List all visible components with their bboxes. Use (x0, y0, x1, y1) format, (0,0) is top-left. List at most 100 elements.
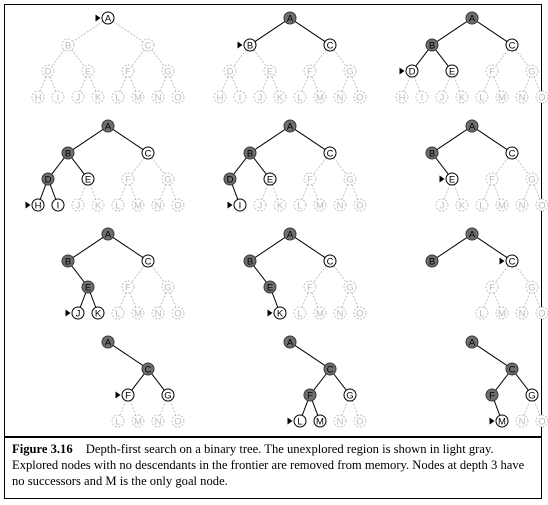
node-l-circle (111, 90, 125, 104)
node-o-label: O (174, 92, 181, 103)
tree-edge-C-G (333, 157, 347, 175)
tree-edge-E-J (79, 292, 87, 308)
node-c-circle (323, 38, 337, 52)
tree-edge-F-M (129, 184, 137, 200)
node-n-label: N (155, 92, 162, 103)
node-e-circle (263, 280, 277, 294)
node-l-circle (475, 90, 489, 104)
tree-edge-F-L (301, 184, 309, 200)
tree-edge-A-C (476, 236, 508, 259)
node-j-circle (71, 198, 85, 212)
node-d-circle (223, 64, 237, 78)
node-a-circle (465, 227, 479, 241)
frontier-pointer-icon (227, 201, 233, 209)
node-m-label: M (134, 200, 142, 211)
node-g-circle (161, 172, 175, 186)
tree-edge-G-N (523, 400, 531, 416)
node-o-circle (171, 90, 185, 104)
tree-edge-C-G (333, 49, 347, 67)
tree-edge-B-E (71, 49, 85, 67)
node-f-circle (303, 64, 317, 78)
node-d-circle (41, 64, 55, 78)
tree-edge-D-I (49, 184, 57, 200)
tree-edge-C-G (515, 157, 529, 175)
dfs-panel-2: A B C D E F G H I J K L M N O (213, 11, 367, 104)
node-j-circle (71, 90, 85, 104)
node-o-label: O (356, 200, 363, 211)
node-b-circle (425, 146, 439, 160)
node-m-label: M (316, 200, 324, 211)
tree-edge-A-C (112, 21, 144, 42)
node-k-circle (273, 306, 287, 320)
node-a-circle (283, 227, 297, 241)
tree-edge-D-I (231, 184, 239, 200)
node-c-circle (141, 146, 155, 160)
node-a-label: A (105, 13, 112, 24)
node-c-label: C (145, 256, 152, 267)
node-e-circle (445, 64, 459, 78)
tree-edge-E-J (79, 76, 87, 92)
node-n-label: N (337, 308, 344, 319)
node-g-circle (161, 280, 175, 294)
node-l-label: L (297, 308, 302, 319)
node-n-label: N (337, 92, 344, 103)
tree-edge-A-C (476, 20, 508, 43)
tree-edge-G-N (341, 76, 349, 92)
tree-edge-D-I (413, 76, 421, 92)
tree-edge-B-E (71, 265, 85, 283)
node-c-label: C (145, 364, 152, 375)
node-n-circle (151, 414, 165, 428)
node-f-circle (121, 64, 135, 78)
figure-caption: Figure 3.16 Depth-first search on a bina… (12, 441, 536, 489)
tree-edge-F-M (129, 76, 137, 92)
node-f-circle (121, 172, 135, 186)
node-b-label: B (247, 148, 253, 159)
tree-edge-F-M (311, 292, 319, 308)
node-k-label: K (459, 92, 466, 103)
node-n-label: N (155, 416, 162, 427)
node-m-label: M (498, 308, 506, 319)
node-m-circle (131, 414, 145, 428)
tree-edge-F-M (311, 76, 319, 92)
node-h-label: H (217, 92, 224, 103)
node-g-circle (343, 280, 357, 294)
node-o-circle (535, 414, 548, 428)
node-o-circle (535, 90, 548, 104)
node-b-circle (61, 254, 75, 268)
dfs-panel-5: A B C D E F G I J K L M N O (223, 119, 367, 212)
tree-edge-A-C (294, 344, 326, 367)
tree-edge-F-M (493, 184, 501, 200)
node-a-circle (465, 119, 479, 133)
node-n-circle (151, 306, 165, 320)
tree-edge-C-F (131, 49, 145, 67)
node-c-circle (141, 38, 155, 52)
node-c-circle (505, 362, 519, 376)
node-b-circle (425, 38, 439, 52)
node-n-circle (515, 306, 529, 320)
dfs-panel-8: A B C E F G K L M N O (243, 227, 367, 320)
node-d-label: D (227, 66, 234, 77)
node-e-circle (445, 172, 459, 186)
node-b-label: B (429, 256, 435, 267)
node-g-label: G (528, 390, 535, 401)
node-a-label: A (287, 121, 294, 132)
node-k-label: K (277, 200, 284, 211)
tree-edge-G-N (159, 76, 167, 92)
node-e-label: E (267, 282, 273, 293)
dfs-panel-11: A C F G L M N O (283, 335, 367, 428)
tree-edge-F-M (311, 400, 319, 416)
node-c-circle (141, 362, 155, 376)
node-f-circle (121, 388, 135, 402)
tree-edge-F-L (483, 184, 491, 200)
node-f-label: F (125, 282, 131, 293)
tree-edge-B-E (253, 49, 267, 67)
node-f-circle (485, 388, 499, 402)
node-m-circle (313, 414, 327, 428)
tree-edge-F-L (119, 292, 127, 308)
tree-edge-G-O (169, 292, 177, 308)
tree-edge-C-F (495, 265, 509, 283)
tree-edge-A-B (72, 21, 104, 42)
dfs-panel-1: A B C D E F G H I J K L M N O (31, 11, 185, 104)
node-k-circle (455, 198, 469, 212)
node-m-circle (495, 306, 509, 320)
